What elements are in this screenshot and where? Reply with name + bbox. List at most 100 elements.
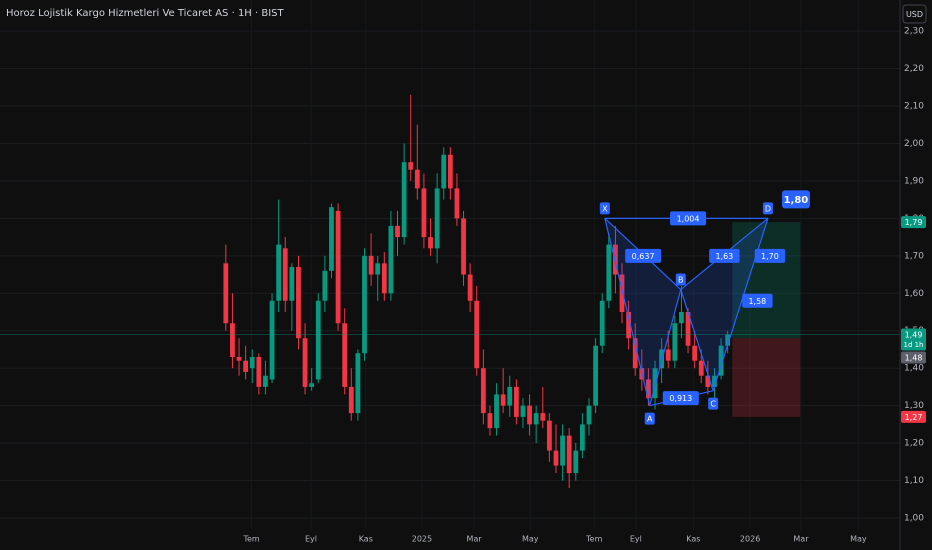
candle-body — [540, 413, 546, 421]
y-tick-label: 2,30 — [904, 27, 924, 37]
candle-body — [421, 188, 427, 238]
currency[interactable]: USD — [906, 10, 923, 19]
pattern-point-label: B — [678, 276, 684, 285]
x-tick-label: 2025 — [412, 535, 432, 544]
candle-body — [269, 300, 275, 380]
y-tick-label: 1,40 — [904, 364, 924, 374]
candle-body — [348, 386, 354, 414]
x-tick-label: Eyl — [630, 535, 642, 544]
price-label-box — [901, 216, 926, 229]
candle-body — [527, 405, 532, 425]
y-tick-label: 1,00 — [904, 514, 924, 524]
candle-body — [613, 244, 618, 275]
ratio-box — [670, 211, 707, 226]
candle-body — [606, 244, 612, 301]
ratio-label: 1,58 — [748, 297, 766, 306]
x-tick-label: May — [522, 535, 539, 544]
pattern-point-box — [644, 412, 655, 425]
candle-body — [263, 375, 268, 387]
candle-body — [381, 263, 387, 294]
candle-body — [566, 435, 572, 474]
candle-body — [619, 274, 625, 313]
candle-body — [302, 338, 308, 387]
candle-body — [705, 375, 711, 387]
pattern-point-label: C — [710, 400, 716, 409]
candle-body — [665, 349, 671, 361]
candle-body — [362, 255, 367, 354]
pattern-point-label: D — [765, 204, 771, 213]
pattern-leg — [604, 218, 651, 406]
candle-body — [718, 345, 724, 376]
target-box — [781, 190, 810, 209]
y-tick-label: 2,00 — [904, 139, 924, 149]
candle-body — [236, 356, 242, 361]
y-tick-label: 2,20 — [904, 64, 924, 74]
x-tick-label: Mar — [467, 535, 483, 544]
candle-body — [434, 188, 440, 249]
candle-body — [408, 162, 414, 170]
candle-body — [553, 450, 559, 466]
x-tick-label: Kas — [359, 535, 373, 544]
candle-body — [461, 218, 466, 275]
ratio-box — [754, 248, 786, 263]
candle-body — [487, 413, 493, 429]
candle-body — [282, 248, 288, 301]
candle-body — [447, 154, 453, 189]
x-tick-label: Tem — [585, 535, 602, 544]
ratio-box — [662, 391, 699, 406]
candle-body — [712, 375, 717, 387]
candle-body — [500, 394, 506, 406]
candle-body — [296, 267, 301, 339]
x-tick-label: Mar — [793, 535, 809, 544]
candle-body — [395, 225, 400, 238]
plot: X A B C D 1,004 0,637 1,63 0,913 1,70 1,58 1,80 — [0, 94, 900, 489]
candle-body — [467, 274, 473, 301]
ratio-box — [742, 293, 773, 308]
candle-body — [626, 312, 632, 339]
y-tick-label: 1,70 — [904, 251, 924, 261]
candle-body — [494, 394, 499, 429]
price-label: 1,79 — [905, 218, 923, 227]
candle-body — [698, 360, 704, 376]
candle-body — [659, 349, 665, 369]
x-tick-label: Tem — [242, 535, 259, 544]
candle-body — [546, 420, 552, 451]
candle-body — [401, 162, 407, 238]
candle-body — [368, 255, 374, 275]
pattern-point-box — [675, 273, 686, 286]
pattern-point-box — [762, 202, 773, 215]
candle-body — [507, 386, 513, 406]
candle-body — [599, 300, 605, 346]
candle-body — [230, 323, 235, 357]
x-tick-label: Eyl — [305, 535, 317, 544]
ratio-label: 0,637 — [632, 252, 655, 261]
candle-body — [480, 368, 486, 414]
pattern-leg — [649, 289, 682, 406]
pattern-point-box — [708, 397, 719, 410]
candle-body — [243, 360, 249, 372]
candle-body — [692, 345, 698, 361]
currency-button[interactable] — [902, 4, 927, 24]
candle-body — [249, 356, 255, 369]
pattern-point-label: A — [647, 415, 653, 424]
price-label-box — [901, 328, 926, 351]
candle-body — [388, 225, 394, 294]
candle-body — [342, 323, 348, 387]
y-tick-label: 2,10 — [904, 102, 924, 112]
candle-body — [632, 338, 638, 369]
price-label-box — [901, 410, 926, 423]
candle-body — [276, 244, 282, 301]
target-label: 1,80 — [784, 195, 809, 206]
x-tick-label: 2026 — [740, 535, 760, 544]
candle-body — [441, 154, 447, 189]
candle-body — [573, 450, 579, 474]
y-tick-label: 1,90 — [904, 176, 924, 186]
ratio-box — [625, 248, 662, 263]
y-tick-label: 1,20 — [904, 439, 924, 449]
candle-body — [428, 237, 433, 249]
candle-body — [315, 300, 321, 380]
ratio-label: 0,913 — [669, 394, 692, 403]
price-label: 1,49 — [905, 330, 923, 339]
chart-title: Horoz Lojistik Kargo Hizmetleri Ve Ticar… — [6, 8, 285, 19]
